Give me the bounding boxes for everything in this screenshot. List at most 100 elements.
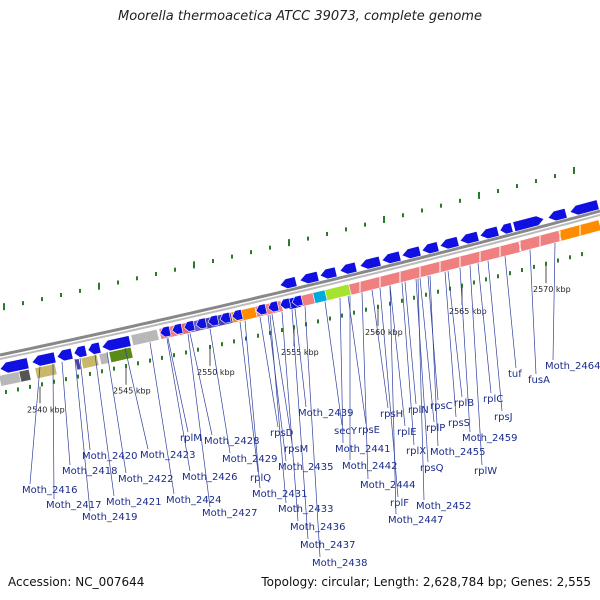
gene-leader-line: [477, 263, 492, 394]
gene-label: Moth_2431: [252, 489, 307, 500]
gene-arrow: [219, 311, 232, 324]
gene-leader-line: [124, 347, 149, 450]
gene-label: Moth_2455: [430, 447, 485, 458]
gene-block-lower: [108, 346, 134, 364]
inner-tick: [569, 255, 571, 260]
inner-tick: [209, 344, 211, 349]
scale-tick: [364, 222, 366, 227]
gene-leader-line: [106, 351, 127, 474]
inner-tick: [245, 336, 247, 341]
gene-arrow: [255, 303, 268, 316]
inner-tick: [437, 289, 439, 294]
inner-tick: [557, 258, 559, 263]
gene-label: Moth_2464: [545, 361, 600, 372]
gene-block-lower: [80, 354, 100, 370]
gene-leader-line: [447, 270, 463, 398]
gene-label: rpsJ: [494, 412, 513, 423]
gene-block-lower: [0, 371, 22, 387]
gene-label: Moth_2422: [118, 474, 173, 485]
gene-leader-line: [415, 278, 429, 463]
gene-track: [0, 199, 600, 387]
gene-arrow-upper: [381, 250, 402, 264]
gene-leader-line: [166, 338, 191, 472]
gene-label: Moth_2435: [278, 462, 333, 473]
gene-arrow: [267, 300, 280, 313]
gene-leader-line: [504, 256, 517, 369]
scale-tick: [79, 288, 81, 293]
inner-tick: [125, 363, 127, 368]
scale-tick: [250, 250, 252, 255]
gene-arrow: [171, 322, 184, 335]
inner-tick: [149, 358, 151, 363]
gene-block: [324, 283, 352, 301]
inner-tick: [233, 339, 235, 344]
gene-label: rplN: [408, 405, 429, 416]
inner-tick: [257, 333, 259, 338]
scale-tick: [174, 267, 176, 272]
gene-arrow-upper: [319, 266, 338, 280]
gene-block: [130, 328, 160, 347]
gene-leader-line: [417, 278, 425, 501]
inner-tick: [581, 252, 583, 257]
gene-leader-line: [267, 315, 287, 462]
gene-label: rpsM: [284, 444, 308, 455]
gene-leader-line: [281, 311, 299, 522]
gene-block: [348, 240, 522, 296]
gene-label: secY: [334, 426, 358, 437]
gene-leader-line: [324, 301, 343, 426]
gene-label: Moth_2426: [182, 472, 237, 483]
gene-leader-line: [552, 243, 556, 361]
gene-label: rplP: [426, 423, 445, 434]
scale-tick: [440, 203, 442, 208]
inner-tick: [17, 387, 19, 392]
scale-tick: [60, 293, 62, 298]
gene-block-lower: [18, 368, 32, 383]
gene-leader-line: [429, 275, 439, 447]
gene-leader-line: [419, 277, 435, 423]
gene-label: Moth_2427: [202, 508, 257, 519]
scale-tick: [136, 276, 138, 281]
gene-label: rplQ: [250, 473, 271, 484]
scale-tick: [117, 280, 119, 285]
kbp-label: 2565 kbp: [449, 307, 487, 316]
gene-leader-line: [149, 342, 175, 495]
inner-tick: [341, 313, 343, 318]
scale-tick: [421, 208, 423, 213]
scale-tick: [193, 261, 195, 269]
gene-leader-line: [401, 282, 415, 446]
scale-tick: [497, 189, 499, 194]
inner-tick: [461, 283, 463, 288]
gene-leader-line: [379, 287, 399, 498]
inner-tick: [173, 353, 175, 358]
scale-tick: [22, 301, 24, 306]
genome-backbone: [0, 209, 600, 360]
gene-label: rpsE: [358, 425, 380, 436]
gene-leader-line: [487, 260, 503, 412]
gene-leader-line: [291, 309, 309, 540]
scale-tick: [516, 184, 518, 189]
scale-tick: [3, 303, 5, 311]
gene-arrow-upper: [547, 207, 568, 222]
gene-block: [31, 351, 57, 367]
gene-leader-line: [187, 333, 211, 508]
scale-tick: [573, 166, 575, 174]
gene-label: rpsD: [270, 428, 294, 439]
gene-label: rpsH: [380, 409, 403, 420]
scale-tick: [269, 245, 271, 250]
gene-leader-line: [389, 285, 397, 515]
gene-label: Moth_2444: [360, 480, 415, 491]
backbone-line: [0, 209, 600, 357]
inner-tick: [281, 328, 283, 333]
gene-leader-line: [347, 295, 367, 425]
gene-leader-line: [271, 314, 293, 444]
scale-tick: [345, 227, 347, 232]
gene-leader-line: [404, 281, 417, 405]
scale-tick: [554, 174, 556, 179]
gene-label: rplE: [397, 427, 417, 438]
gene-block-lower: [98, 351, 110, 366]
inner-tick: [29, 384, 31, 389]
gene-label: fusA: [528, 375, 550, 386]
scale-tick: [459, 198, 461, 203]
inner-tick: [185, 350, 187, 355]
